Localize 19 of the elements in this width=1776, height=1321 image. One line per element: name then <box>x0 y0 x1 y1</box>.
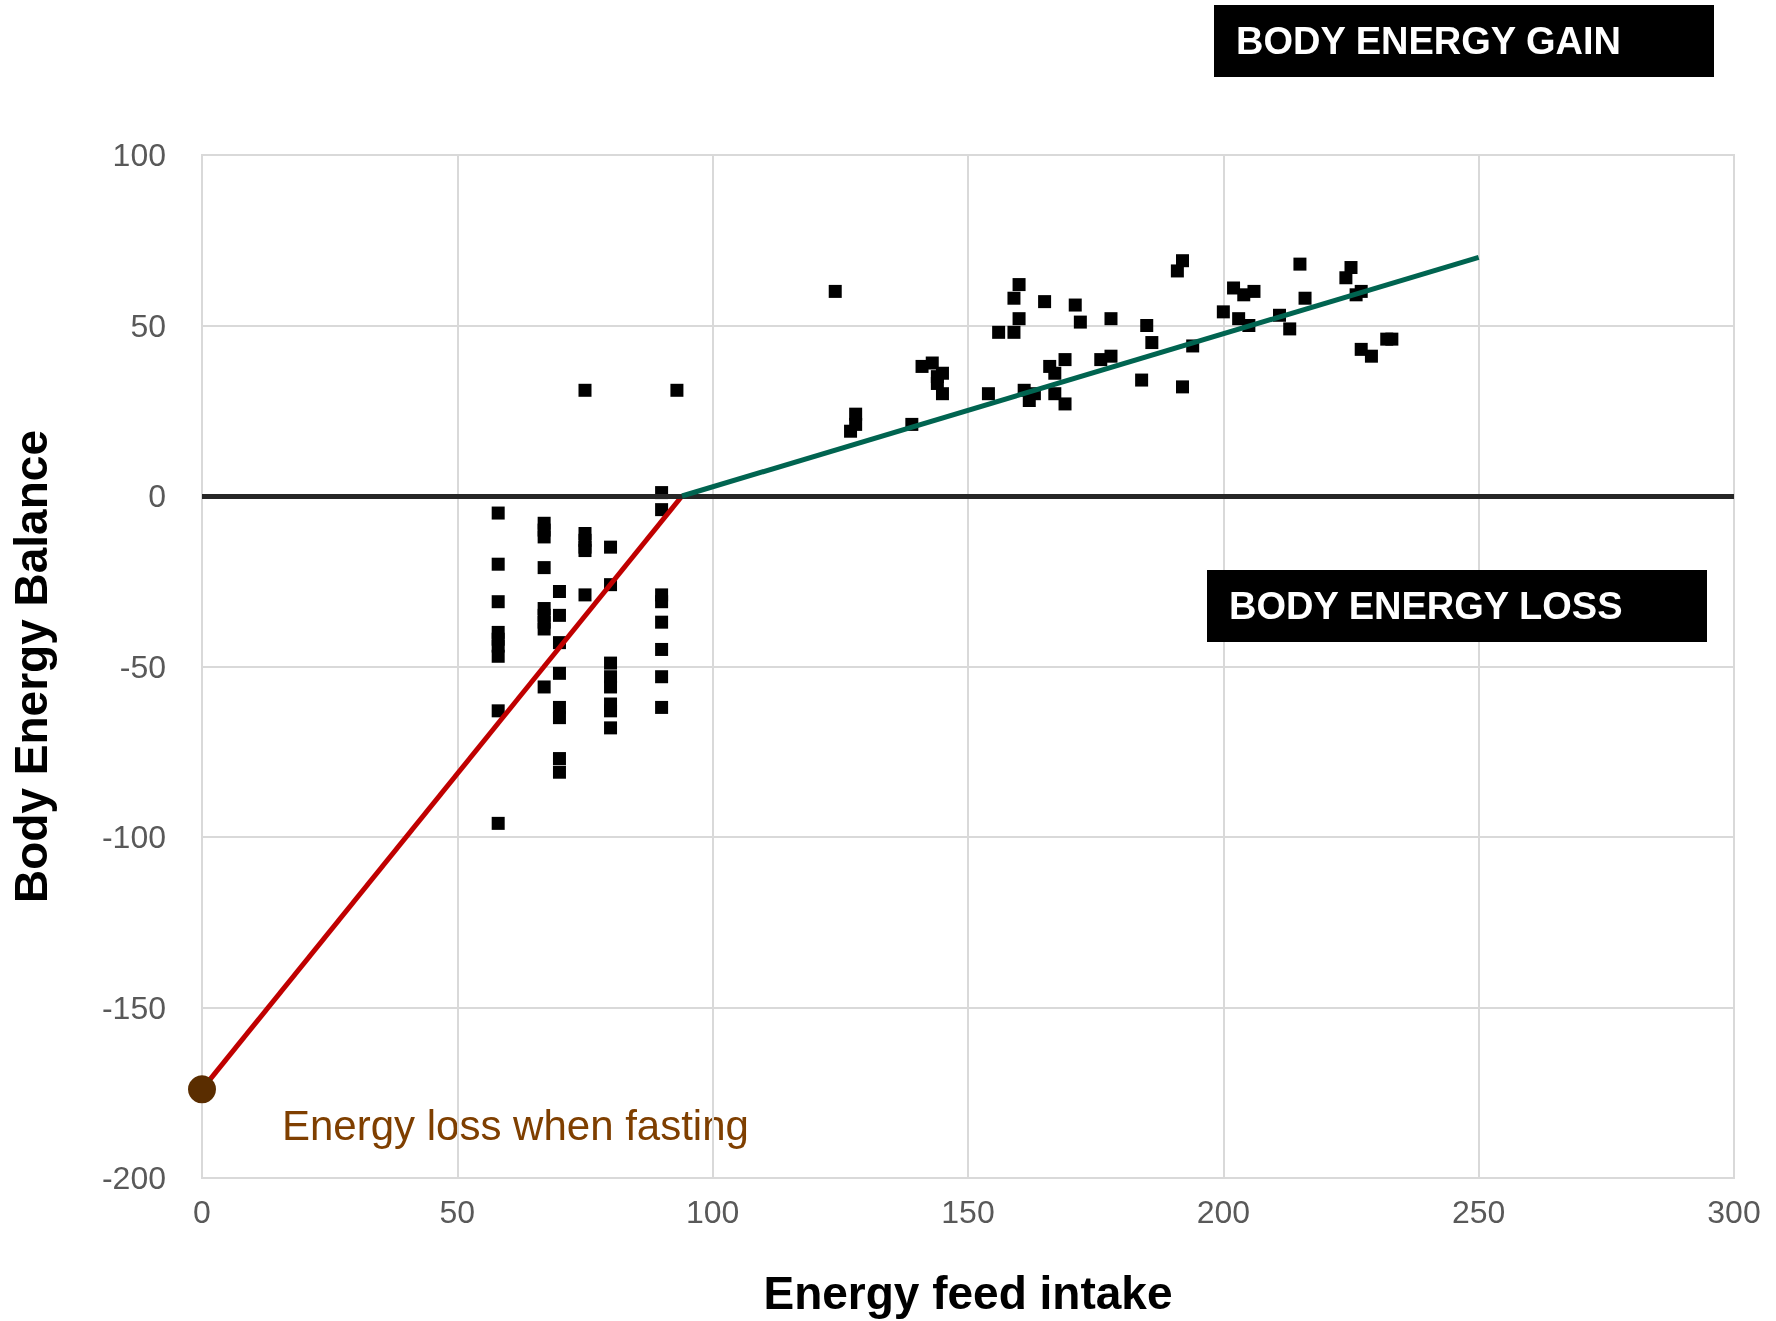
y-tick-label: -150 <box>101 989 166 1026</box>
x-tick-label: 300 <box>1707 1194 1761 1230</box>
x-tick-label: 50 <box>439 1194 476 1230</box>
y-tick-label: -100 <box>101 819 166 855</box>
x-tick-label: 0 <box>193 1194 211 1230</box>
x-axis-title: Energy feed intake <box>763 1267 1173 1319</box>
y-tick-label: -50 <box>119 648 166 685</box>
x-tick-label: 200 <box>1196 1194 1251 1230</box>
x-tick-label: 250 <box>1451 1194 1506 1230</box>
annotation: Energy loss when fasting <box>282 1101 749 1149</box>
text: BODY ENERGY GAIN <box>1236 20 1622 62</box>
annotation: BODY ENERGY LOSS <box>1229 585 1623 627</box>
y-tick-label: -200 <box>101 1160 166 1196</box>
y-tick-label: 50 <box>130 307 166 344</box>
x-tick-label: 100 <box>685 1194 740 1230</box>
x-tick-label: 150 <box>941 1194 995 1230</box>
y-tick-label: 100 <box>112 137 166 173</box>
y-tick-label: 0 <box>148 478 166 514</box>
y-axis-title: Body Energy Balance <box>5 430 57 903</box>
